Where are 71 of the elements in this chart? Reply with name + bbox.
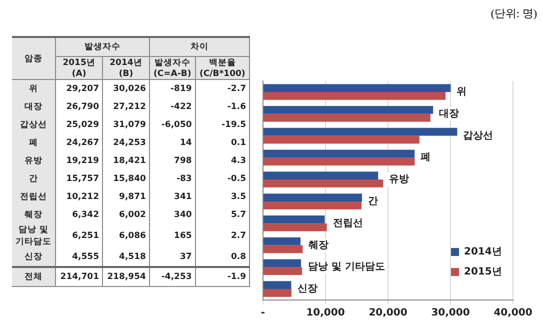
text: 18,421 xyxy=(102,152,150,170)
text: 6,002 xyxy=(102,206,150,224)
text: 214,701 xyxy=(56,267,103,286)
x-tick-label: 20,000 xyxy=(368,308,408,319)
text: 165 xyxy=(149,224,196,248)
text: 30,026 xyxy=(102,80,150,98)
text: -1.6 xyxy=(195,98,250,116)
text: 218,954 xyxy=(102,267,150,286)
legend-label: 2015년 xyxy=(464,266,502,278)
category-label: 폐 xyxy=(29,138,38,148)
text: 27,212 xyxy=(102,98,150,116)
text: 2015년 (A) xyxy=(56,56,103,80)
text: 6,086 xyxy=(102,224,150,248)
category-label: 신장 xyxy=(24,252,43,262)
text: -19.5 xyxy=(195,116,250,134)
text: -1.9 xyxy=(195,267,250,286)
text: 전체 xyxy=(12,267,56,286)
category-label: 담낭 및 기타담도 xyxy=(16,225,52,247)
text: 0.8 xyxy=(195,248,250,267)
x-tick-label: 10,000 xyxy=(306,308,345,319)
text: 4,555 xyxy=(56,248,103,267)
text: -0.5 xyxy=(195,170,250,188)
text: 0.1 xyxy=(195,134,250,152)
text: 341 xyxy=(149,188,196,206)
text: 25,029 xyxy=(56,116,103,134)
x-tick-label: 40,000 xyxy=(494,308,532,319)
text: 15,757 xyxy=(56,170,103,188)
text: -422 xyxy=(149,98,196,116)
text: 10,212 xyxy=(56,188,103,206)
text: 340 xyxy=(149,206,196,224)
text: 발생자수 xyxy=(56,37,150,56)
text: 암종 xyxy=(12,37,56,80)
text: 4.3 xyxy=(195,152,250,170)
text: 9,871 xyxy=(102,188,150,206)
x-tick-label: - xyxy=(260,308,266,319)
text: 14 xyxy=(149,134,196,152)
text: 19,219 xyxy=(56,152,103,170)
text: 15,840 xyxy=(102,170,150,188)
category-label: 대장 xyxy=(24,102,43,112)
text: 5.7 xyxy=(195,206,250,224)
text: -819 xyxy=(149,80,196,98)
text: 2014년 (B) xyxy=(102,56,150,80)
text: 798 xyxy=(149,152,196,170)
y-tick-label: 담낭 및 기타담도 xyxy=(308,262,386,273)
text: 24,253 xyxy=(102,134,150,152)
text: 2.7 xyxy=(195,224,250,248)
text: -2.7 xyxy=(195,80,250,98)
text: 발생자수 (C=A-B) xyxy=(149,56,196,80)
category-label: 유방 xyxy=(24,156,43,166)
text: 29,207 xyxy=(56,80,103,98)
text: 6,342 xyxy=(56,206,103,224)
text: -83 xyxy=(149,170,196,188)
category-label: 전립선 xyxy=(20,192,48,202)
category-label: 위 xyxy=(29,84,38,94)
category-label: 췌장 xyxy=(24,210,43,220)
text: -6,050 xyxy=(149,116,196,134)
text: 4,518 xyxy=(102,248,150,267)
text: 6,251 xyxy=(56,224,103,248)
x-tick-label: 30,000 xyxy=(431,308,470,319)
text: 3.5 xyxy=(195,188,250,206)
text: 26,790 xyxy=(56,98,103,116)
text: 31,079 xyxy=(102,116,150,134)
category-label: 갑상선 xyxy=(20,120,48,130)
text: (단위: 명) xyxy=(490,7,537,21)
text: -4,253 xyxy=(149,267,196,286)
text: 37 xyxy=(149,248,196,267)
legend-label: 2014년 xyxy=(464,246,502,258)
text: 24,267 xyxy=(56,134,103,152)
category-label: 간 xyxy=(29,174,38,184)
text: 백분율 (C/B*100) xyxy=(195,56,250,80)
text: 차이 xyxy=(149,37,250,56)
